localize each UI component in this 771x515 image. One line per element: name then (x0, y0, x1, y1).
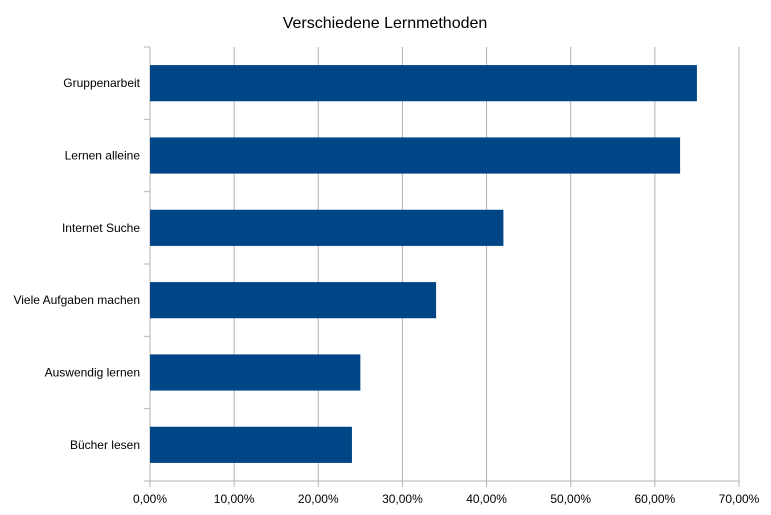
chart-title: Verschiedene Lernmethoden (283, 15, 488, 32)
category-label: Viele Aufgaben machen (13, 293, 140, 307)
category-label: Internet Suche (62, 221, 140, 235)
gridlines (233, 47, 740, 481)
x-tick-label: 50,00% (550, 492, 591, 506)
category-label: Auswendig lernen (45, 366, 140, 380)
x-tick-label: 40,00% (466, 492, 507, 506)
bars (150, 65, 697, 463)
x-tick-label: 30,00% (382, 492, 423, 506)
axes (144, 46, 740, 487)
x-tick-label: 20,00% (298, 492, 339, 506)
bar (150, 209, 504, 246)
bar (150, 426, 352, 463)
bar (150, 282, 437, 319)
x-tick-label: 60,00% (635, 492, 676, 506)
category-label: Gruppenarbeit (63, 76, 140, 90)
category-label: Lernen alleine (65, 149, 141, 163)
x-tick-label: 0,00% (133, 492, 167, 506)
bar (150, 354, 361, 391)
category-labels: Gruppenarbeit Lernen alleine Internet Such… (13, 76, 140, 452)
x-tick-label: 10,00% (214, 492, 255, 506)
x-tick-label: 70,00% (719, 492, 760, 506)
bar (150, 65, 697, 102)
category-label: Bücher lesen (70, 438, 140, 452)
bar (150, 137, 681, 174)
x-tick-labels: 0,00% 10,00% 20,00% 30,00% 40,00% 50,00% 60,00… (133, 492, 760, 506)
